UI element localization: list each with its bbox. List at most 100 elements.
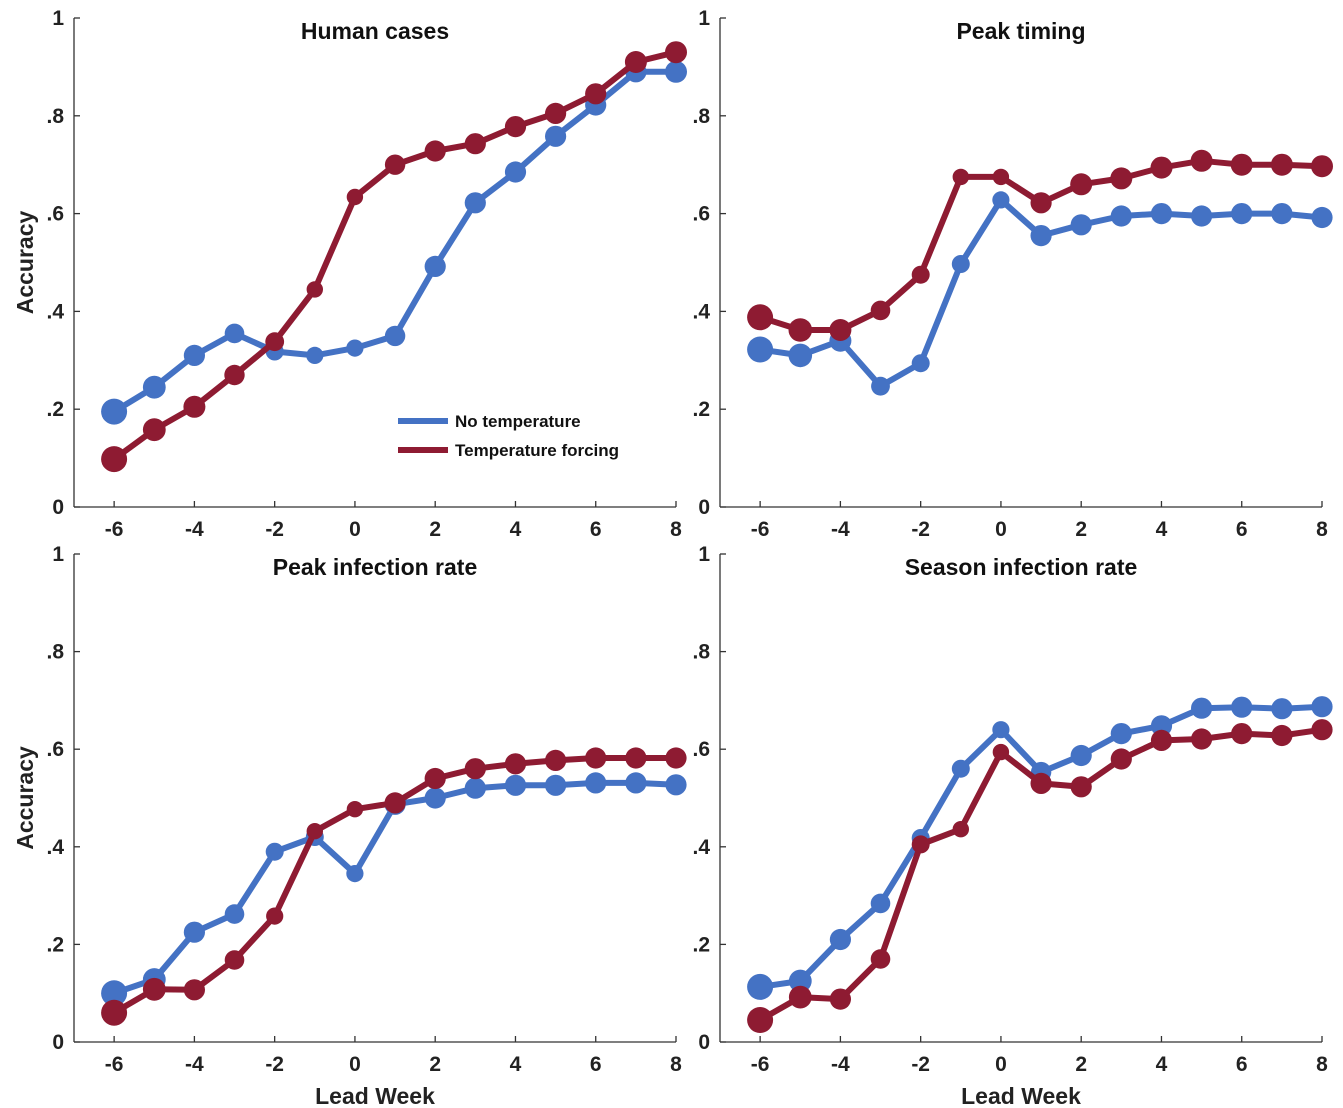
x-tick-label: 4 <box>510 1053 522 1076</box>
data-point <box>951 255 970 273</box>
data-point <box>101 999 128 1026</box>
data-point <box>1191 205 1213 227</box>
y-tick-label: .4 <box>692 300 710 323</box>
data-point <box>346 801 364 818</box>
data-point <box>424 255 446 277</box>
data-point <box>665 774 687 796</box>
data-point <box>384 792 406 814</box>
x-tick-label: 8 <box>670 1053 682 1076</box>
y-tick-label: .4 <box>46 300 64 323</box>
y-tick-label: .2 <box>692 398 710 421</box>
data-point <box>1070 214 1092 236</box>
data-point <box>747 1007 774 1033</box>
x-tick-label: 6 <box>1236 1053 1248 1076</box>
y-tick-label: 1 <box>52 543 64 566</box>
data-point <box>625 772 647 794</box>
series-no-temperature <box>101 60 687 425</box>
data-point <box>992 168 1010 186</box>
y-tick-label: 0 <box>52 496 64 519</box>
y-tick-label: .6 <box>46 203 64 226</box>
x-tick-label: -6 <box>751 518 770 541</box>
x-tick-label: 2 <box>1075 1053 1087 1076</box>
x-tick-label: -4 <box>185 1053 204 1076</box>
data-point <box>1311 719 1333 741</box>
data-point <box>1150 203 1173 225</box>
data-point <box>224 904 245 924</box>
data-point <box>1190 149 1213 172</box>
chart-title: Peak timing <box>956 18 1085 44</box>
data-point <box>142 375 166 399</box>
data-point <box>870 949 891 969</box>
x-tick-label: -2 <box>911 518 930 541</box>
data-point <box>911 265 930 284</box>
data-point <box>346 339 364 357</box>
x-tick-label: -6 <box>751 1053 770 1076</box>
data-point <box>265 842 284 861</box>
data-point <box>911 354 930 373</box>
data-point <box>384 154 406 175</box>
data-point <box>585 772 607 794</box>
data-point <box>625 747 647 769</box>
data-point <box>911 835 930 854</box>
x-tick-label: -6 <box>105 1053 124 1076</box>
x-tick-label: 6 <box>590 518 602 541</box>
panel-2: 0 .2 .4 .6 .8 1 -6 -4 -2 0 2 4 6 8 Peak timing <box>692 7 1333 541</box>
series-temperature-forcing <box>101 747 687 1026</box>
legend: No temperature Temperature forcing <box>398 412 619 460</box>
data-point <box>992 743 1010 761</box>
data-point <box>265 332 285 352</box>
data-point <box>504 161 527 183</box>
legend-label: No temperature <box>455 412 581 431</box>
y-axis-label: Accuracy <box>12 746 38 850</box>
data-point <box>142 977 166 1001</box>
data-point <box>1150 715 1173 737</box>
y-tick-label: 0 <box>52 1031 64 1054</box>
data-point <box>870 300 891 321</box>
y-tick-label: .6 <box>692 203 710 226</box>
x-tick-label: 0 <box>995 518 1007 541</box>
y-tick-label: .4 <box>692 836 710 859</box>
series-temperature-forcing <box>747 719 1333 1033</box>
x-tick-label: -6 <box>105 518 124 541</box>
data-point <box>306 346 324 364</box>
x-tick-label: -4 <box>831 1053 850 1076</box>
y-tick-label: .8 <box>692 641 710 664</box>
x-tick-label: 4 <box>510 518 522 541</box>
chart-title: Peak infection rate <box>273 554 478 580</box>
data-point <box>464 192 486 214</box>
data-point <box>788 318 813 342</box>
panel-1: 0 .2 .4 .6 .8 1 -6 -4 -2 0 2 4 6 8 Human cases Accuracy… <box>12 7 687 541</box>
panel-3: 0 .2 .4 .6 .8 1 -6 -4 -2 0 2 4 6 8 Peak infection rate… <box>12 543 687 1108</box>
series-no-temperature <box>747 191 1333 396</box>
legend-label: Temperature forcing <box>455 441 619 460</box>
data-point <box>1070 776 1092 798</box>
data-point <box>384 325 406 347</box>
panel-4: 0 .2 .4 .6 .8 1 -6 -4 -2 0 2 4 6 8 Season infection ra… <box>692 543 1333 1108</box>
y-tick-label: .2 <box>46 933 64 956</box>
data-point <box>224 323 245 344</box>
data-point <box>747 336 774 363</box>
data-point <box>101 398 128 425</box>
data-point <box>1231 203 1253 225</box>
x-tick-label: 6 <box>590 1053 602 1076</box>
data-point <box>504 116 527 138</box>
data-point <box>992 721 1010 739</box>
series-temperature-forcing <box>747 149 1333 342</box>
data-point <box>464 758 486 780</box>
data-point <box>829 319 852 341</box>
data-point <box>224 950 245 970</box>
x-tick-label: 0 <box>349 1053 361 1076</box>
x-tick-label: 2 <box>429 518 441 541</box>
data-point <box>183 921 205 943</box>
data-point <box>1231 696 1253 718</box>
x-tick-label: 2 <box>429 1053 441 1076</box>
data-point <box>1311 206 1333 229</box>
data-point <box>665 747 687 769</box>
x-tick-label: 8 <box>670 518 682 541</box>
data-point <box>952 168 969 186</box>
data-point <box>788 969 812 993</box>
data-point <box>1150 729 1173 752</box>
data-point <box>1271 698 1293 720</box>
data-point <box>1030 225 1052 247</box>
